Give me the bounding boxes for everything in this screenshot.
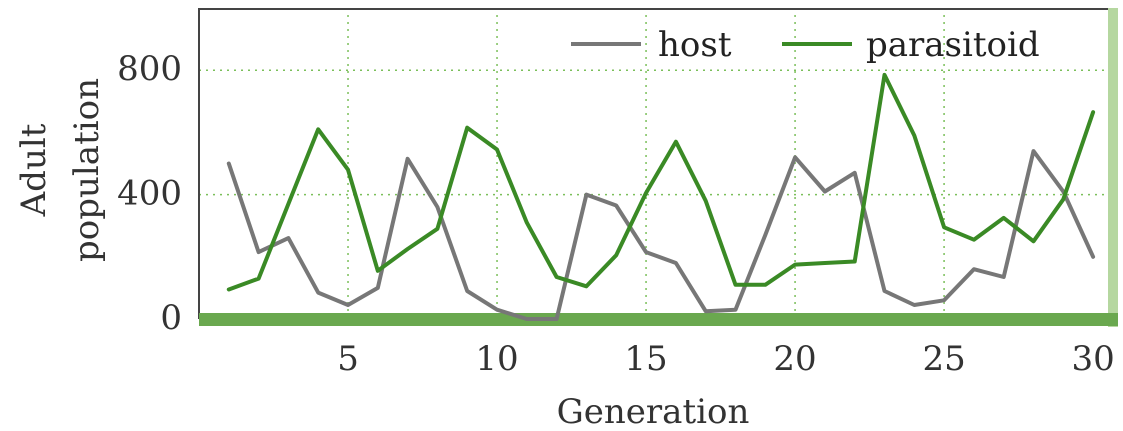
x-tick-label: 30	[1071, 339, 1114, 379]
x-tick-label: 5	[337, 339, 359, 379]
legend-label-parasitoid: parasitoid	[866, 25, 1040, 65]
y-tick-label: 800	[117, 49, 182, 89]
x-axis-band	[199, 313, 1118, 326]
x-tick-label: 10	[475, 339, 518, 379]
x-tick-labels: 5 10 15 20 25 30	[337, 339, 1115, 379]
grid	[199, 8, 1108, 319]
legend: host parasitoid	[571, 25, 1040, 65]
x-tick-label: 20	[773, 339, 816, 379]
y-tick-label: 400	[117, 174, 182, 214]
series-line-parasitoid	[226, 72, 1096, 292]
x-axis-title: Generation	[557, 392, 750, 431]
series-line-host	[226, 149, 1096, 321]
y-tick-label: 0	[160, 298, 182, 338]
x-tick-label: 15	[624, 339, 667, 379]
legend-label-host: host	[658, 25, 732, 65]
series-group	[226, 72, 1096, 321]
y-axis-title-line1: Adult	[14, 123, 54, 217]
y-axis-title-line2: population	[67, 78, 107, 262]
x-tick-label: 25	[922, 339, 965, 379]
plot-background	[199, 8, 1109, 327]
right-axis-band	[1108, 8, 1118, 327]
y-tick-labels: 0 400 800	[117, 49, 182, 338]
